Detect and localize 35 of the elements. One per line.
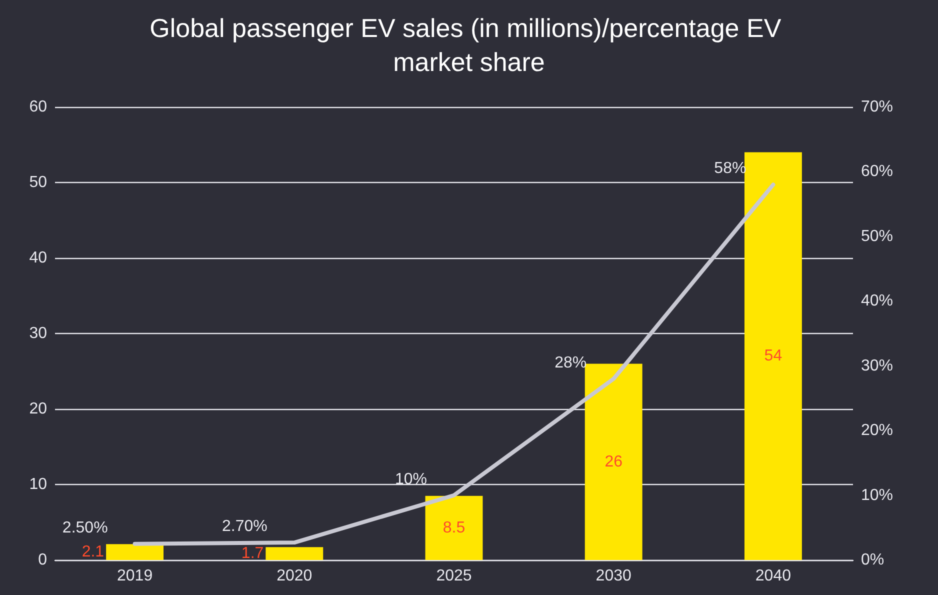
y-tick-label: 30 — [29, 325, 48, 342]
y-tick-label: 20 — [29, 400, 48, 418]
chart-title: Global passenger EV sales (in millions)/percentage EV market share — [150, 13, 788, 77]
y-tick-label: 50 — [29, 174, 48, 191]
y2-tick-label: 40% — [861, 292, 894, 310]
y2-tick-label: 70% — [861, 98, 894, 116]
y2-tick-label: 10% — [861, 486, 894, 504]
data-label: 8.5 — [442, 519, 466, 536]
data-label: 10% — [394, 470, 427, 488]
bar — [744, 152, 802, 560]
x-tick-label: 2025 — [436, 568, 472, 584]
data-label: 2.50% — [62, 519, 108, 536]
bar — [266, 547, 324, 560]
y-tick-label: 0 — [38, 552, 48, 568]
data-label: 26 — [604, 453, 623, 470]
bar — [584, 364, 642, 560]
data-label: 54 — [764, 348, 782, 365]
data-label: 28% — [554, 354, 587, 372]
y2-tick-label: 20% — [861, 422, 894, 440]
bar — [425, 496, 483, 560]
y-tick-label: 10 — [29, 476, 48, 493]
y2-tick-label: 60% — [861, 163, 894, 180]
bar — [106, 544, 164, 560]
data-label: 2.70% — [222, 518, 268, 536]
y2-tick-label: 50% — [861, 228, 894, 245]
data-label: 2.1 — [82, 544, 104, 561]
data-label: 1.7 — [241, 545, 264, 562]
x-tick-label: 2040 — [755, 568, 792, 584]
x-tick-label: 2030 — [596, 568, 632, 584]
x-tick-label: 2020 — [276, 568, 312, 584]
y-tick-label: 60 — [29, 98, 48, 116]
y-tick-label: 40 — [29, 250, 48, 266]
y2-tick-label: 30% — [861, 357, 894, 374]
y2-tick-label: 0% — [861, 552, 884, 568]
x-tick-label: 2019 — [117, 568, 153, 584]
